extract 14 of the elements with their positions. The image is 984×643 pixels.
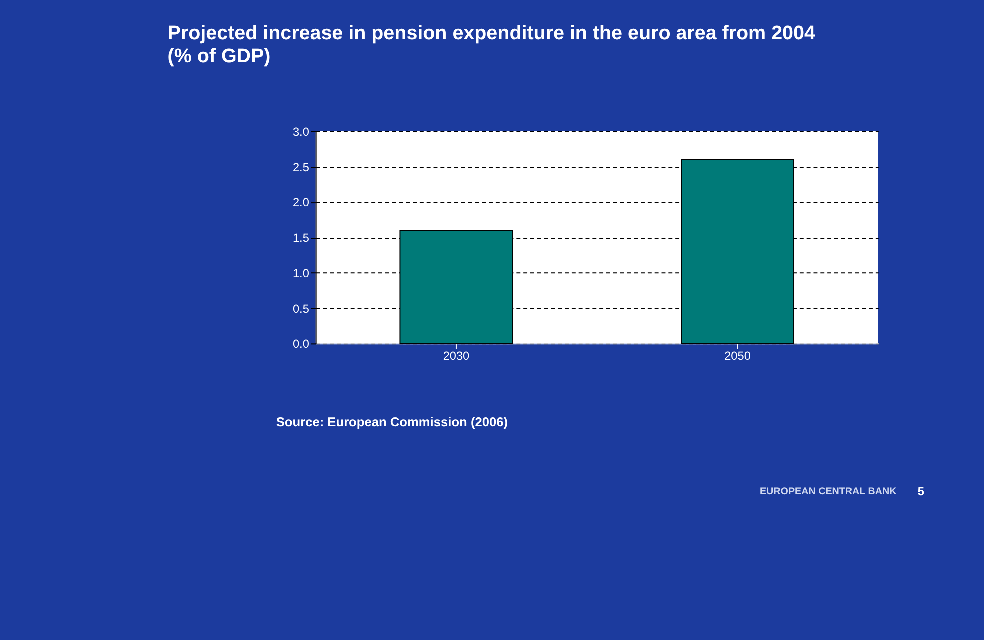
y-tick-label: 0.0 xyxy=(292,337,310,352)
y-tick-label: 0.5 xyxy=(292,302,310,316)
y-tick-label: 1.0 xyxy=(292,266,310,280)
y-tick-label: 2.5 xyxy=(292,160,310,174)
x-tick-label: 2030 xyxy=(443,348,470,363)
y-tick-label: 2.0 xyxy=(292,196,310,210)
x-tick-label: 2050 xyxy=(724,348,752,363)
y-tick-label: 3.0 xyxy=(292,124,310,139)
text: 5 xyxy=(918,484,925,499)
y-tick-label: 1.5 xyxy=(292,231,310,246)
chart-title: Projected increase in pension expenditure in the euro area from 2004 xyxy=(168,22,816,45)
source-note: Source: European Commission (2006) xyxy=(276,414,508,430)
chart-subtitle: (% of GDP) xyxy=(168,45,271,68)
text: EUROPEAN CENTRAL BANK xyxy=(760,486,898,498)
